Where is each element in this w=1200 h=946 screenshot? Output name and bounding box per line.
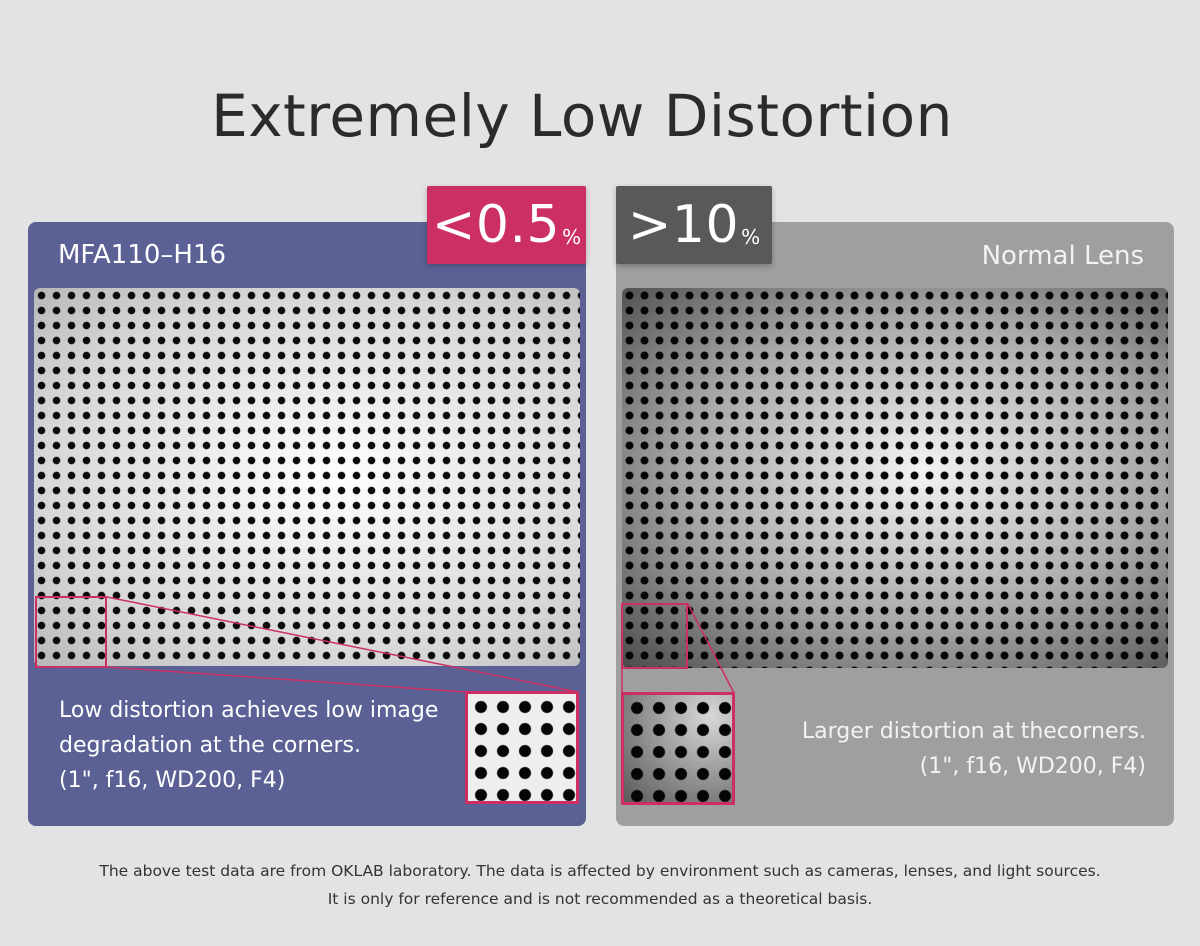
distortion-badge-normal: >10 %	[616, 186, 772, 264]
disclaimer-line: It is only for reference and is not reco…	[327, 890, 873, 908]
disclaimer-footer: The above test data are from OKLAB labor…	[0, 857, 1200, 913]
description-line: (1", f16, WD200, F4)	[919, 754, 1146, 779]
dot-grid-test-image-mfa110	[34, 288, 580, 666]
description-line: (1", f16, WD200, F4)	[59, 768, 286, 793]
description-normal: Larger distortion at thecorners. (1", f1…	[802, 714, 1146, 784]
disclaimer-line: The above test data are from OKLAB labor…	[99, 862, 1101, 880]
distortion-badge-mfa110: <0.5 %	[427, 186, 586, 264]
badge-value: >10	[627, 195, 740, 255]
corner-zoom-normal	[621, 692, 735, 805]
description-line: Larger distortion at thecorners.	[801, 719, 1146, 744]
dot-grid-test-image-normal	[622, 288, 1168, 668]
corner-zoom-mfa110	[465, 691, 579, 804]
page-title: Extremely Low Distortion	[211, 82, 953, 150]
corner-highlight-box-normal	[621, 603, 688, 669]
description-mfa110: Low distortion achieves low image degrad…	[59, 693, 438, 798]
badge-unit: %	[741, 225, 761, 249]
description-line: degradation at the corners.	[59, 733, 361, 758]
lens-name-mfa110: MFA110–H16	[58, 240, 227, 270]
badge-value: <0.5	[431, 195, 561, 255]
badge-unit: %	[562, 225, 582, 249]
description-line: Low distortion achieves low image	[59, 698, 439, 723]
lens-name-normal: Normal Lens	[981, 241, 1144, 271]
corner-highlight-box-mfa110	[35, 596, 107, 668]
